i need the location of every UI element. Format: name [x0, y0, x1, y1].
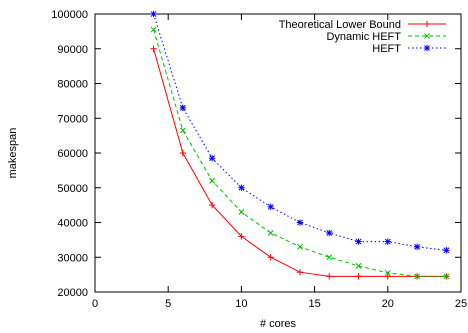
y-tick-label: 40000 [57, 218, 88, 230]
data-point [443, 247, 450, 254]
x-axis-label: # cores [260, 318, 297, 330]
data-point [296, 219, 304, 226]
data-point [208, 155, 216, 162]
x-tick-label: 10 [235, 298, 247, 310]
y-tick-label: 90000 [57, 44, 88, 56]
data-point [267, 230, 274, 236]
series-line-1 [153, 29, 447, 277]
data-point [209, 177, 216, 184]
legend-label: Theoretical Lower Bound [279, 19, 401, 31]
series-line-0 [153, 48, 447, 277]
x-tick-label: 15 [308, 298, 320, 310]
data-point [179, 104, 187, 112]
y-tick-label: 50000 [57, 183, 88, 195]
data-point [443, 273, 450, 280]
series-line-2 [153, 13, 447, 251]
x-tick-label: 25 [455, 298, 467, 310]
x-tick-label: 20 [382, 298, 394, 310]
y-tick-label: 20000 [57, 287, 88, 299]
data-point [413, 243, 421, 251]
y-tick-label: 100000 [51, 9, 88, 21]
data-point [326, 273, 333, 280]
data-point [150, 26, 157, 33]
series-layer [150, 10, 450, 280]
data-point [326, 254, 333, 261]
legend-marker [424, 33, 430, 39]
data-point [150, 45, 157, 52]
data-point [355, 238, 362, 245]
y-tick-label: 60000 [57, 148, 88, 160]
data-point [267, 254, 274, 261]
y-tick-label: 30000 [57, 252, 88, 264]
x-tick-label: 5 [165, 298, 171, 310]
y-tick-label: 70000 [57, 113, 88, 125]
data-point [238, 233, 245, 240]
legend-marker [423, 44, 431, 52]
data-point [355, 263, 362, 269]
data-point [208, 201, 216, 209]
data-point [179, 149, 187, 157]
data-point [150, 10, 157, 18]
y-tick-label: 80000 [57, 79, 88, 91]
data-point [296, 268, 304, 276]
data-point [238, 209, 245, 215]
data-point [355, 273, 362, 280]
legend-label: Dynamic HEFT [326, 31, 401, 43]
data-point [179, 127, 186, 134]
x-tick-label: 0 [92, 298, 98, 310]
legend-label: HEFT [372, 43, 401, 55]
data-point [384, 273, 391, 280]
data-point [297, 243, 303, 250]
data-point [384, 269, 391, 276]
y-axis-label: makespan [7, 128, 19, 179]
data-point [238, 184, 245, 191]
data-point [414, 273, 420, 280]
data-point [326, 229, 333, 237]
ticks: 0 5 10 15 20 25 20000 30000 40000 50000 60000 70000… [51, 9, 467, 310]
data-point [267, 203, 274, 211]
data-point [384, 238, 391, 245]
plot-area [94, 13, 462, 293]
legend-marker [423, 20, 431, 28]
